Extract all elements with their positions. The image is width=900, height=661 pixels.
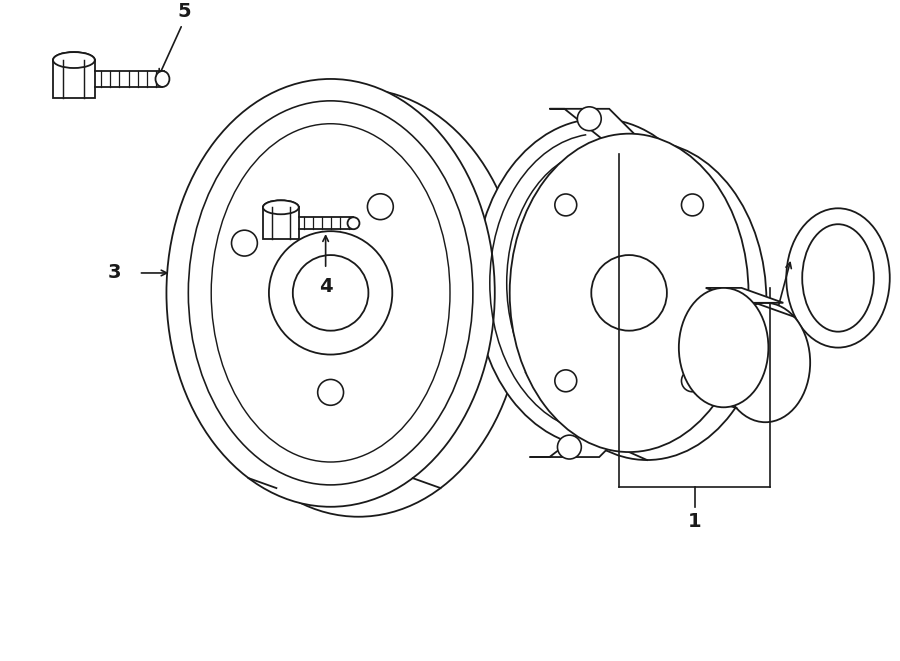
Ellipse shape (263, 200, 299, 214)
Ellipse shape (318, 379, 344, 405)
Polygon shape (529, 393, 664, 457)
Text: 1: 1 (688, 512, 702, 531)
Ellipse shape (166, 79, 495, 507)
Ellipse shape (554, 370, 577, 392)
Ellipse shape (787, 208, 890, 348)
Ellipse shape (679, 288, 769, 407)
Ellipse shape (347, 217, 359, 229)
Ellipse shape (591, 255, 667, 330)
FancyBboxPatch shape (53, 60, 94, 98)
Ellipse shape (681, 194, 704, 216)
Ellipse shape (721, 303, 810, 422)
Text: 4: 4 (319, 278, 332, 296)
Ellipse shape (231, 230, 257, 256)
Ellipse shape (527, 141, 767, 460)
Text: 2: 2 (771, 340, 785, 359)
Ellipse shape (367, 194, 393, 219)
Ellipse shape (53, 52, 94, 68)
Ellipse shape (475, 119, 724, 447)
Text: 3: 3 (108, 264, 122, 282)
Ellipse shape (681, 370, 704, 392)
Text: 5: 5 (177, 2, 191, 20)
Polygon shape (550, 109, 669, 169)
Ellipse shape (269, 231, 392, 354)
Polygon shape (706, 288, 783, 303)
Ellipse shape (53, 52, 94, 68)
Ellipse shape (554, 194, 577, 216)
Ellipse shape (509, 134, 749, 452)
Ellipse shape (156, 71, 169, 87)
Ellipse shape (263, 200, 299, 214)
FancyBboxPatch shape (263, 208, 299, 239)
Ellipse shape (292, 255, 368, 330)
Ellipse shape (557, 435, 581, 459)
Ellipse shape (194, 89, 523, 517)
Ellipse shape (578, 107, 601, 131)
